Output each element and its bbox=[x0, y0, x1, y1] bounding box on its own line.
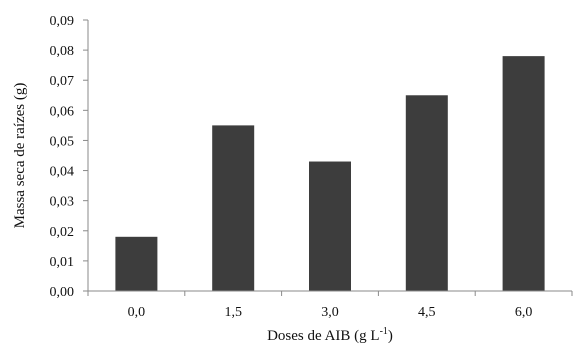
y-axis-ticks: 0,00 0,01 0,02 0,03 0,04 0,05 0,06 0,07 0,08 0,09 bbox=[50, 14, 88, 300]
y-tick-label: 0,01 bbox=[50, 255, 75, 270]
y-tick-label: 0,03 bbox=[50, 195, 75, 210]
x-tick-label: 3,0 bbox=[321, 305, 339, 320]
x-tick-label: 4,5 bbox=[418, 305, 436, 320]
y-tick-label: 0,04 bbox=[50, 165, 75, 180]
x-axis-title-close: ) bbox=[388, 328, 393, 344]
x-axis-title: Doses de AIB (g L-1) bbox=[267, 326, 393, 344]
x-axis-title-main: Doses de AIB (g L bbox=[267, 328, 380, 344]
bar bbox=[405, 95, 448, 292]
bar bbox=[502, 56, 545, 292]
x-tick-label: 0,0 bbox=[128, 305, 146, 320]
y-tick-label: 0,07 bbox=[50, 74, 75, 89]
y-tick-label: 0,05 bbox=[50, 134, 75, 149]
y-tick-label: 0,08 bbox=[50, 44, 75, 59]
y-tick-label: 0,02 bbox=[50, 225, 75, 240]
y-tick-label: 0,00 bbox=[50, 285, 75, 300]
y-axis-title: Massa seca de raízes (g) bbox=[12, 83, 28, 229]
bars bbox=[115, 56, 545, 292]
y-tick-label: 0,09 bbox=[50, 14, 75, 29]
x-tick-label: 6,0 bbox=[515, 305, 533, 320]
x-axis-ticks: 0,0 1,5 3,0 4,5 6,0 bbox=[87, 291, 573, 320]
bar bbox=[115, 236, 158, 291]
y-tick-label: 0,06 bbox=[50, 104, 75, 119]
bar bbox=[309, 161, 351, 291]
x-tick-label: 1,5 bbox=[224, 305, 242, 320]
x-axis-title-superscript: -1 bbox=[380, 326, 388, 337]
bar bbox=[212, 125, 255, 291]
